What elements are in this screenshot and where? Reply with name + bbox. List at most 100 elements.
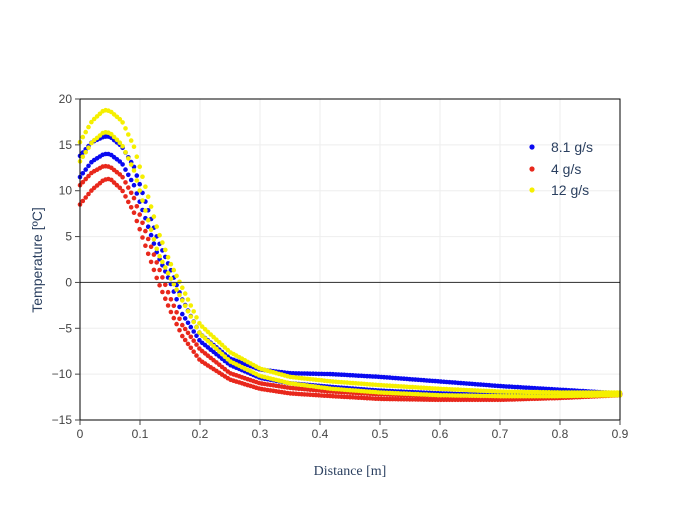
data-point[interactable] — [86, 124, 91, 130]
data-point[interactable] — [117, 172, 123, 177]
data-point[interactable] — [117, 140, 123, 145]
data-point[interactable] — [109, 131, 114, 137]
data-point[interactable] — [180, 322, 185, 328]
data-point[interactable] — [131, 168, 137, 173]
data-point[interactable] — [114, 137, 120, 143]
data-point[interactable] — [140, 174, 145, 179]
data-point[interactable] — [140, 235, 145, 240]
data-point[interactable] — [185, 320, 191, 326]
data-point[interactable] — [182, 316, 188, 321]
data-point[interactable] — [188, 334, 194, 340]
data-point[interactable] — [128, 162, 134, 167]
data-point[interactable] — [83, 195, 88, 200]
data-point[interactable] — [148, 232, 154, 238]
data-point[interactable] — [182, 337, 188, 343]
data-point[interactable] — [194, 342, 199, 347]
data-point[interactable] — [128, 138, 134, 143]
data-point[interactable] — [171, 303, 177, 309]
data-point[interactable] — [154, 246, 159, 252]
data-point[interactable] — [177, 304, 182, 310]
data-point[interactable] — [137, 212, 142, 217]
series-12-g-s[interactable] — [77, 107, 623, 399]
data-point[interactable] — [163, 265, 168, 270]
data-point[interactable] — [194, 353, 199, 358]
data-point[interactable] — [123, 167, 128, 172]
data-point[interactable] — [134, 154, 140, 159]
data-point[interactable] — [89, 119, 94, 125]
data-point[interactable] — [126, 172, 131, 178]
data-point[interactable] — [191, 349, 196, 355]
data-point[interactable] — [177, 316, 182, 322]
data-point[interactable] — [89, 140, 94, 146]
data-point[interactable] — [80, 154, 86, 160]
data-point[interactable] — [111, 134, 117, 140]
data-point[interactable] — [148, 227, 154, 232]
data-point[interactable] — [80, 134, 86, 140]
data-point[interactable] — [165, 303, 171, 308]
data-point[interactable] — [197, 330, 202, 335]
data-point[interactable] — [168, 261, 174, 267]
legend-item-0[interactable]: 8.1 g/s — [529, 139, 593, 155]
legend-item-2[interactable]: 12 g/s — [529, 182, 589, 198]
data-point[interactable] — [128, 190, 134, 196]
data-point[interactable] — [174, 310, 179, 315]
data-point[interactable] — [123, 180, 128, 185]
data-point[interactable] — [131, 195, 137, 201]
data-point[interactable] — [157, 267, 162, 273]
data-point[interactable] — [86, 191, 91, 197]
data-point[interactable] — [154, 260, 159, 265]
data-point[interactable] — [214, 346, 219, 352]
data-point[interactable] — [160, 275, 165, 280]
data-point[interactable] — [180, 298, 185, 303]
data-point[interactable] — [143, 243, 148, 248]
data-point[interactable] — [134, 204, 140, 209]
data-point[interactable] — [86, 163, 91, 169]
legend[interactable]: 8.1 g/s 4 g/s 12 g/s — [529, 139, 593, 198]
plot-area[interactable] — [77, 107, 623, 403]
data-point[interactable] — [83, 176, 88, 182]
data-point[interactable] — [194, 333, 199, 339]
data-point[interactable] — [120, 174, 125, 180]
data-point[interactable] — [160, 289, 165, 295]
data-point[interactable] — [120, 120, 125, 125]
data-point[interactable] — [165, 254, 171, 260]
data-point[interactable] — [117, 185, 123, 191]
data-point[interactable] — [117, 159, 123, 164]
data-point[interactable] — [177, 279, 182, 285]
data-point[interactable] — [131, 144, 137, 149]
data-point[interactable] — [126, 199, 131, 205]
data-point[interactable] — [191, 319, 196, 325]
data-point[interactable] — [199, 324, 205, 329]
data-point[interactable] — [123, 126, 128, 131]
data-point[interactable] — [128, 205, 134, 210]
data-point[interactable] — [174, 287, 179, 292]
data-point[interactable] — [145, 217, 151, 223]
data-point[interactable] — [185, 330, 191, 336]
data-point[interactable] — [163, 296, 168, 302]
data-point[interactable] — [174, 297, 179, 302]
data-point[interactable] — [140, 198, 145, 203]
data-point[interactable] — [191, 309, 196, 314]
data-point[interactable] — [148, 244, 154, 250]
data-point[interactable] — [134, 173, 140, 178]
legend-item-1[interactable]: 4 g/s — [529, 161, 581, 177]
data-point[interactable] — [185, 297, 191, 302]
data-point[interactable] — [182, 326, 188, 332]
data-point[interactable] — [151, 267, 157, 273]
data-point[interactable] — [188, 324, 194, 330]
data-point[interactable] — [148, 204, 154, 209]
data-point[interactable] — [126, 156, 131, 161]
data-point[interactable] — [145, 194, 151, 199]
data-point[interactable] — [160, 240, 165, 245]
data-point[interactable] — [168, 297, 174, 302]
data-point[interactable] — [117, 116, 123, 122]
data-point[interactable] — [197, 321, 202, 326]
data-point[interactable] — [80, 198, 86, 204]
data-point[interactable] — [151, 214, 157, 219]
data-point[interactable] — [171, 281, 177, 287]
data-point[interactable] — [83, 167, 88, 172]
data-point[interactable] — [83, 129, 88, 135]
data-point[interactable] — [128, 177, 134, 183]
data-point[interactable] — [145, 236, 151, 242]
data-point[interactable] — [134, 178, 140, 183]
